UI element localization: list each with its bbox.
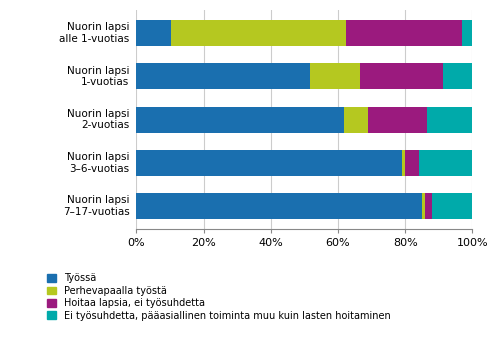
Bar — [136, 20, 171, 46]
Bar — [136, 107, 344, 133]
Bar — [136, 64, 310, 89]
Bar — [402, 150, 405, 176]
Bar — [428, 107, 472, 133]
Bar — [346, 20, 462, 46]
Bar — [462, 20, 472, 46]
Bar — [422, 193, 425, 219]
Bar — [136, 150, 402, 176]
Bar — [405, 150, 419, 176]
Bar — [369, 107, 428, 133]
Bar — [444, 64, 472, 89]
Bar — [360, 64, 444, 89]
Bar — [419, 150, 472, 176]
Legend: Työssä, Perhevapaalla työstä, Hoitaa lapsia, ei työsuhdetta, Ei työsuhdetta, pää: Työssä, Perhevapaalla työstä, Hoitaa lap… — [47, 273, 391, 321]
Bar — [310, 64, 360, 89]
Bar — [136, 193, 422, 219]
Bar — [432, 193, 472, 219]
Bar — [171, 20, 346, 46]
Bar — [344, 107, 369, 133]
Bar — [425, 193, 432, 219]
